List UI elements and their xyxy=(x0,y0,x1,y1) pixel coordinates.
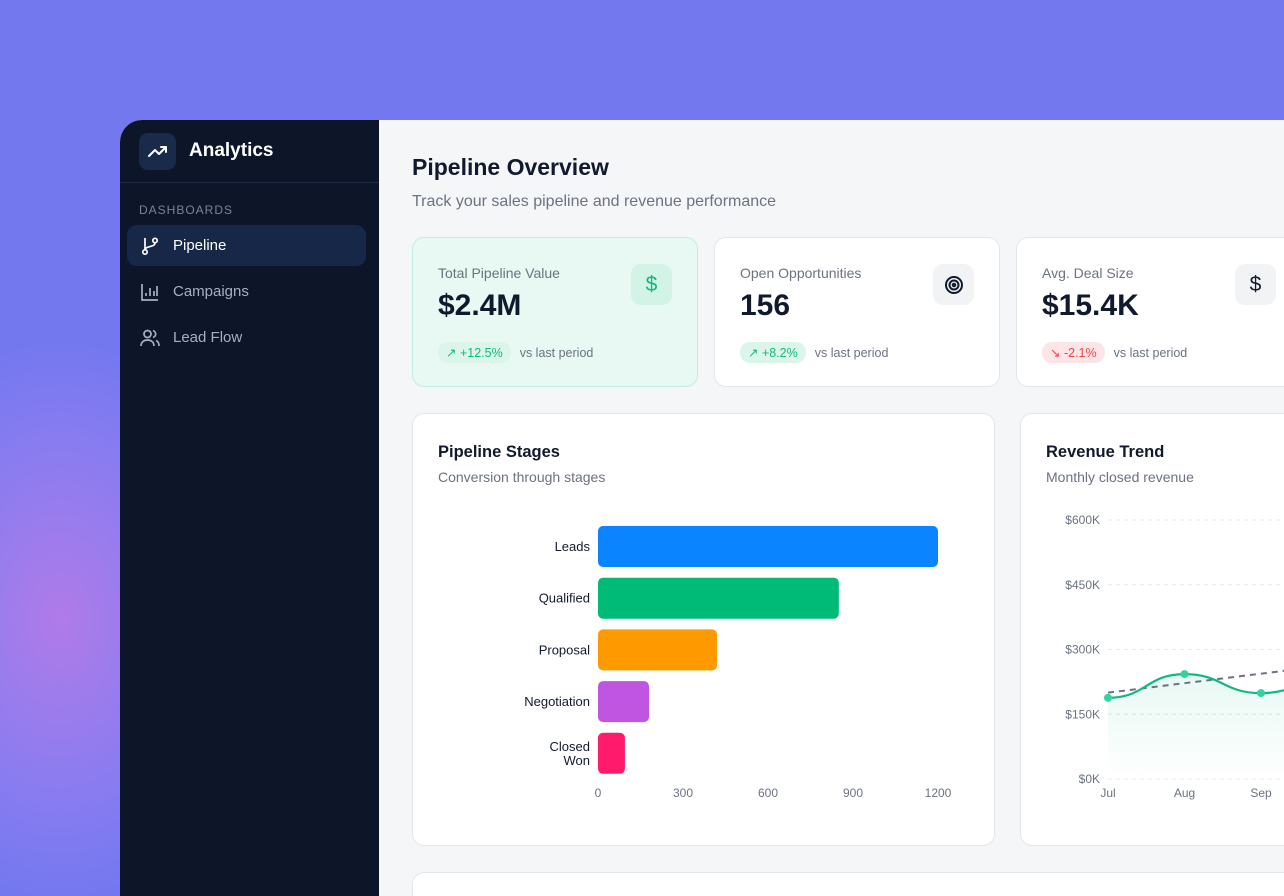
sidebar-item-label: Lead Flow xyxy=(173,329,243,346)
change-badge: ↘ -2.1% xyxy=(1042,342,1105,363)
category-label: Proposal xyxy=(539,642,590,657)
main-content: Pipeline Overview Track your sales pipel… xyxy=(379,120,1284,896)
sidebar-item-lead-flow[interactable]: Lead Flow xyxy=(127,317,366,358)
card-title: Pipeline Stages xyxy=(438,443,560,461)
kpi-value: $15.4K xyxy=(1042,289,1139,322)
card-subtitle: Conversion through stages xyxy=(438,469,606,485)
kpi-card-total-pipeline: Total Pipeline Value $2.4M $ ↗ +12.5% vs … xyxy=(412,237,698,387)
x-tick-label: Jul xyxy=(1100,786,1115,800)
trending-down-icon: ↘ xyxy=(1050,346,1064,360)
bar-closed-won xyxy=(598,732,625,774)
app-window: Analytics DASHBOARDS Pipeline Campaigns … xyxy=(120,120,1284,896)
sidebar: Analytics DASHBOARDS Pipeline Campaigns … xyxy=(120,120,379,896)
y-tick-label: $150K xyxy=(1065,707,1100,721)
pipeline-stages-card: Pipeline Stages Conversion through stage… xyxy=(412,413,995,846)
bar-negotiation xyxy=(598,681,649,723)
users-icon xyxy=(140,329,160,346)
bar-qualified xyxy=(598,577,839,619)
kpi-label: Open Opportunities xyxy=(740,265,862,281)
kpi-value: $2.4M xyxy=(438,289,522,322)
change-note: vs last period xyxy=(814,345,889,360)
pipeline-stages-chart: Leads Qualified Proposal Negotiation Closed W… xyxy=(524,526,952,800)
change-value: -2.1% xyxy=(1063,346,1097,360)
trending-up-icon: ↗ xyxy=(446,346,460,360)
card-subtitle: Monthly closed revenue xyxy=(1046,469,1194,485)
x-tick-label: Sep xyxy=(1250,786,1272,800)
x-tick-label: 600 xyxy=(758,786,778,800)
card-title: Revenue Trend xyxy=(1046,443,1165,461)
category-label: Negotiation xyxy=(524,694,590,709)
data-point-sep xyxy=(1257,689,1265,698)
page-title: Pipeline Overview xyxy=(412,154,609,180)
trend-line xyxy=(1107,669,1284,694)
change-value: +8.2% xyxy=(761,346,798,360)
category-label: Qualified xyxy=(539,591,590,606)
target-icon xyxy=(933,264,974,305)
x-tick-label: Aug xyxy=(1174,786,1195,800)
kpi-card-avg-deal-size: Avg. Deal Size $15.4K $ ↘ -2.1% vs last p… xyxy=(1016,237,1284,387)
change-value: +12.5% xyxy=(459,346,503,360)
y-tick-label: $0K xyxy=(1079,772,1100,786)
trending-up-icon: ↗ xyxy=(748,346,762,360)
x-tick-label: 900 xyxy=(843,786,863,800)
data-point-aug xyxy=(1180,670,1189,679)
change-note: vs last period xyxy=(1113,345,1188,360)
git-branch-icon xyxy=(141,236,159,255)
category-label: Closed Won xyxy=(550,739,590,768)
change-badge: ↗ +12.5% xyxy=(438,342,511,363)
y-tick-label: $450K xyxy=(1065,578,1100,592)
bar-chart-icon xyxy=(141,283,158,301)
kpi-card-open-opportunities: Open Opportunities 156 ↗ +8.2% vs last pe… xyxy=(714,237,1000,387)
x-tick-label: 0 xyxy=(595,786,602,800)
change-badge: ↗ +8.2% xyxy=(740,342,806,363)
kpi-value: 156 xyxy=(740,289,791,322)
dollar-icon: $ xyxy=(1235,264,1276,305)
sidebar-item-campaigns[interactable]: Campaigns xyxy=(127,271,366,312)
section-label: DASHBOARDS xyxy=(139,203,234,217)
bottom-card xyxy=(412,872,1284,896)
category-label: Leads xyxy=(555,539,591,554)
revenue-line xyxy=(1107,673,1284,699)
bar-proposal xyxy=(598,629,717,671)
bar-leads xyxy=(598,526,938,567)
y-tick-label: $300K xyxy=(1065,643,1100,657)
revenue-trend-card: Revenue Trend Monthly closed revenue $0K… xyxy=(1020,413,1284,846)
change-note: vs last period xyxy=(519,345,594,360)
brand: Analytics xyxy=(120,120,379,183)
y-tick-label: $600K xyxy=(1065,513,1100,527)
page-subtitle: Track your sales pipeline and revenue pe… xyxy=(412,193,777,210)
trending-up-icon xyxy=(139,132,176,170)
x-tick-label: 1200 xyxy=(925,786,952,800)
sidebar-item-label: Pipeline xyxy=(173,237,227,254)
kpi-label: Total Pipeline Value xyxy=(438,265,560,281)
kpi-label: Avg. Deal Size xyxy=(1042,265,1134,281)
revenue-trend-chart: $0K $150K $300K $450K $600K Jul Aug Sep xyxy=(1065,513,1284,800)
sidebar-item-pipeline[interactable]: Pipeline xyxy=(127,225,366,266)
app-title: Analytics xyxy=(189,140,274,161)
area-fill xyxy=(1108,674,1284,779)
sidebar-item-label: Campaigns xyxy=(173,283,249,300)
data-point-jul xyxy=(1104,693,1112,702)
dollar-icon: $ xyxy=(631,264,672,305)
x-tick-label: 300 xyxy=(673,786,693,800)
